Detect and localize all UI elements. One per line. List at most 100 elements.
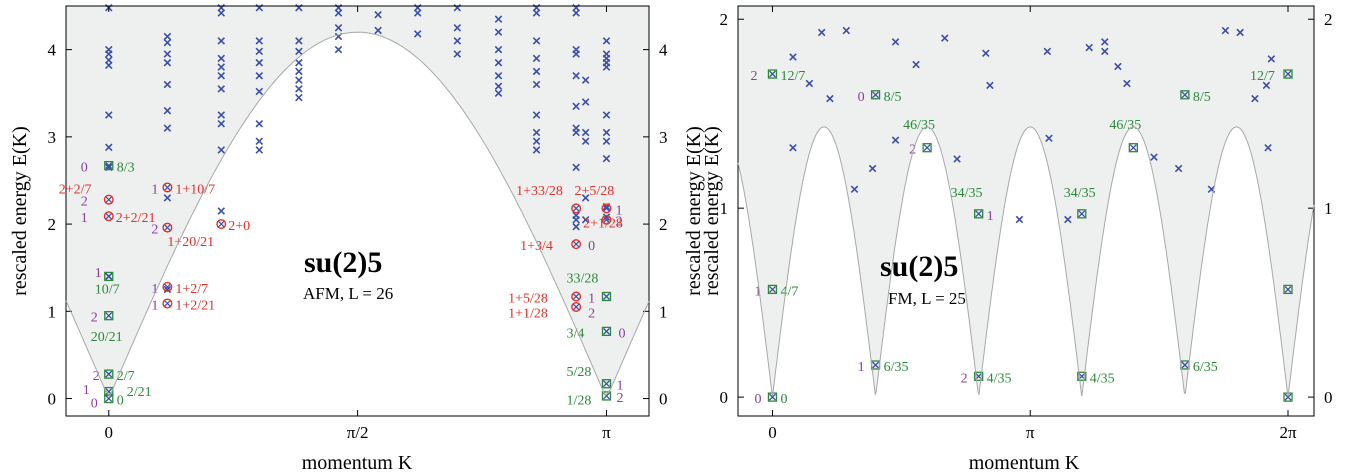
cross-marker [217, 207, 226, 215]
circle-cross [603, 205, 610, 212]
y-tick-label: 0 [48, 390, 57, 409]
boxed-cross [105, 272, 113, 280]
boxed-marker [767, 69, 778, 79]
point-label: 1/28 [566, 394, 591, 409]
cross-marker [1264, 143, 1272, 152]
cross-marker [163, 58, 172, 67]
point-label: 1 [858, 360, 865, 375]
cross-marker [295, 47, 303, 56]
circle-cross [573, 205, 580, 212]
cross-marker [581, 76, 590, 84]
boxed-cross [769, 393, 776, 401]
point-label: 8/5 [884, 90, 902, 105]
cross-marker [105, 50, 113, 58]
cross-marker [602, 154, 611, 163]
circle-cross [164, 184, 171, 191]
boxed-marker [974, 209, 984, 219]
circle-marker [571, 239, 582, 250]
point-label: 0 [81, 161, 88, 176]
cross-marker [217, 120, 226, 128]
cross-marker [842, 26, 851, 35]
cross-marker [1085, 43, 1093, 52]
cross-marker [602, 213, 611, 221]
boxed-cross [105, 312, 113, 320]
cross-marker [805, 79, 814, 88]
cross-marker [255, 47, 264, 56]
boxed-marker [1283, 69, 1293, 79]
cross-marker [572, 50, 580, 58]
x-tick-label: π/2 [347, 423, 369, 442]
point-label: 8/3 [117, 161, 135, 176]
boxed-cross [1181, 361, 1189, 369]
cross-marker [295, 58, 303, 67]
cross-marker [255, 137, 264, 145]
boxed-cross [105, 395, 113, 403]
right-marks: 2 12/7 1 4/7 0 0 0 8/5 1 6/35 46/35 2 34/35 1 2 4/35 34/… [750, 26, 1293, 407]
right-annotation-title: su(2)5 [880, 250, 958, 283]
cross-marker [602, 137, 611, 145]
point-label: 2+0 [228, 219, 250, 234]
left-y-axis-label: rescaled energy E(K) [9, 126, 31, 296]
cross-marker [494, 58, 503, 67]
boxed-marker [922, 143, 932, 153]
cross-marker [105, 61, 113, 70]
point-label: 1 [987, 209, 994, 224]
circle-marker [162, 281, 173, 292]
x-tick-label: π [602, 423, 611, 442]
point-label: 0 [858, 90, 865, 105]
cross-marker [602, 111, 611, 119]
cross-marker [581, 98, 590, 106]
point-label: 2 [91, 311, 98, 326]
x-tick-label: 0 [105, 423, 114, 442]
circle-cross [164, 224, 171, 231]
cross-marker [217, 9, 226, 17]
boxed-marker [104, 311, 114, 321]
circle-cross [164, 283, 171, 290]
point-label: 0 [91, 397, 98, 412]
circle-cross [164, 300, 171, 307]
cross-marker [255, 58, 264, 67]
y-tick-label: 2 [720, 10, 729, 29]
y-tick-label: 3 [48, 128, 57, 147]
cross-marker [572, 9, 580, 17]
cross-marker [217, 111, 226, 119]
y-tick-label: 1 [720, 199, 729, 218]
cross-marker [941, 34, 949, 42]
right-axis-ticks: 0 π 2π 0 0 1 1 2 2 [720, 6, 1333, 442]
boxed-marker [1180, 90, 1190, 100]
cross-marker [334, 24, 343, 32]
right-x-axis-label: momentum K [969, 452, 1080, 474]
cross-marker [532, 80, 541, 89]
point-label: 1 [151, 282, 158, 297]
left-axis-ticks: 0 π/2 π0 01 12 23 34 4 [48, 6, 668, 442]
y-tick-label-right: 2 [1324, 10, 1333, 29]
cross-marker [453, 24, 462, 32]
boxed-marker [1077, 371, 1087, 381]
point-label: 1+5/28 [508, 291, 548, 306]
boxed-cross [769, 285, 776, 293]
left-x-axis-label: momentum K [302, 452, 413, 474]
cross-marker [163, 38, 172, 47]
cross-marker [602, 37, 611, 45]
cross-marker [572, 128, 580, 137]
y-tick-label-right: 0 [1324, 388, 1333, 407]
boxed-marker [601, 291, 612, 302]
boxed-cross [1078, 210, 1086, 218]
cross-marker [912, 60, 920, 69]
point-label: 34/35 [1064, 186, 1096, 201]
y-tick-label: 4 [48, 41, 57, 60]
boxed-cross [1129, 144, 1137, 152]
cross-marker [789, 53, 797, 61]
cross-marker [494, 28, 503, 36]
circle-cross [573, 241, 580, 248]
cross-marker [1064, 215, 1072, 224]
point-label: 0 [754, 392, 761, 407]
right-continuum-region [738, 6, 1314, 397]
boxed-cross [923, 144, 931, 152]
cross-marker [1015, 215, 1024, 224]
cross-marker [953, 155, 961, 163]
point-label: 2+2/21 [116, 211, 156, 226]
point-label: 1+3/4 [520, 239, 553, 254]
boxed-cross [603, 380, 610, 388]
